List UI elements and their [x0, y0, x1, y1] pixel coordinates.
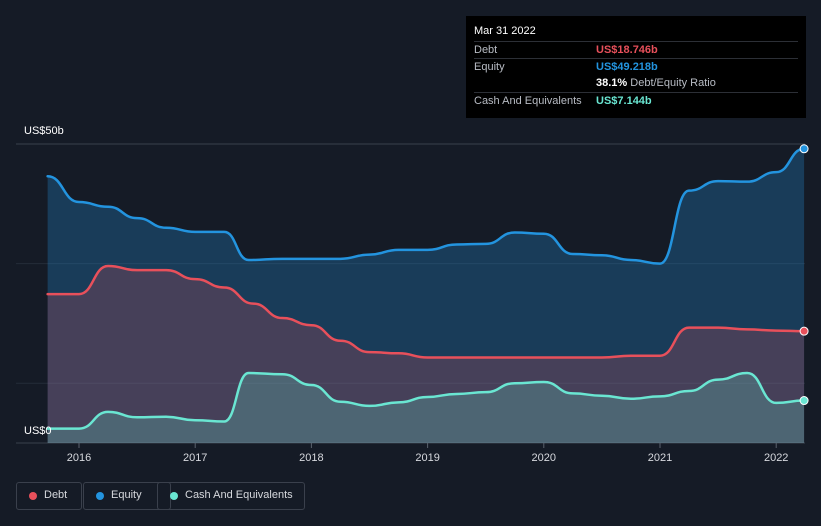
tooltip-row-ratio: 38.1% Debt/Equity Ratio — [474, 75, 798, 91]
tooltip-ratio: 38.1% Debt/Equity Ratio — [596, 77, 716, 89]
series-lines — [46, 147, 806, 430]
series-end-markers — [799, 144, 809, 406]
tooltip-cash-label: Cash And Equivalents — [474, 95, 582, 107]
tooltip-ratio-value: 38.1% — [596, 77, 628, 89]
legend-dot-cash — [170, 492, 178, 500]
line-cash-and-equivalents — [46, 371, 806, 430]
legend-label-debt: Debt — [44, 489, 68, 501]
tooltip-cash-value: US$7.144b — [596, 95, 652, 107]
legend-item-cash[interactable]: Cash And Equivalents — [157, 482, 305, 510]
legend-label-cash: Cash And Equivalents — [185, 489, 293, 501]
tooltip-ratio-label: Debt/Equity Ratio — [630, 77, 716, 89]
tooltip-debt-value: US$18.746b — [596, 44, 658, 56]
x-tick-label-2019: 2019 — [415, 452, 439, 464]
end-marker-debt — [799, 326, 809, 336]
legend-dot-debt — [29, 492, 37, 500]
grid-lines — [16, 143, 805, 444]
x-tick-label-2022: 2022 — [764, 452, 788, 464]
legend-item-debt[interactable]: Debt — [16, 482, 82, 510]
tooltip-equity-value: US$49.218b — [596, 61, 658, 73]
area-equity — [47, 148, 805, 443]
x-tick-label-2018: 2018 — [299, 452, 323, 464]
tooltip-debt-label: Debt — [474, 44, 498, 56]
y-tick-label-max: US$50b — [24, 125, 64, 137]
tooltip-row-equity: Equity US$49.218b — [474, 58, 798, 75]
y-tick-label-zero: US$0 — [24, 425, 52, 437]
x-axis-ticks: 2016 2017 2018 2019 2020 2021 2022 — [67, 443, 788, 464]
x-tick-label-2021: 2021 — [648, 452, 672, 464]
tooltip-date: Mar 31 2022 — [474, 25, 536, 37]
tooltip-equity-label: Equity — [474, 61, 505, 73]
data-tooltip: Mar 31 2022 Debt US$18.746b Equity US$49… — [466, 16, 806, 118]
line-equity — [46, 147, 806, 265]
x-tick-label-2016: 2016 — [67, 452, 91, 464]
end-marker-equity — [799, 144, 809, 154]
legend-label-equity: Equity — [111, 489, 142, 501]
area-cash-and-equivalents — [47, 373, 805, 443]
line-debt — [46, 264, 806, 359]
legend-dot-equity — [96, 492, 104, 500]
x-tick-label-2020: 2020 — [532, 452, 556, 464]
end-marker-cash-and-equivalents — [799, 396, 809, 406]
tooltip-row-cash: Cash And Equivalents US$7.144b — [474, 92, 798, 109]
x-tick-label-2017: 2017 — [183, 452, 207, 464]
tooltip-row-debt: Debt US$18.746b — [474, 41, 798, 58]
